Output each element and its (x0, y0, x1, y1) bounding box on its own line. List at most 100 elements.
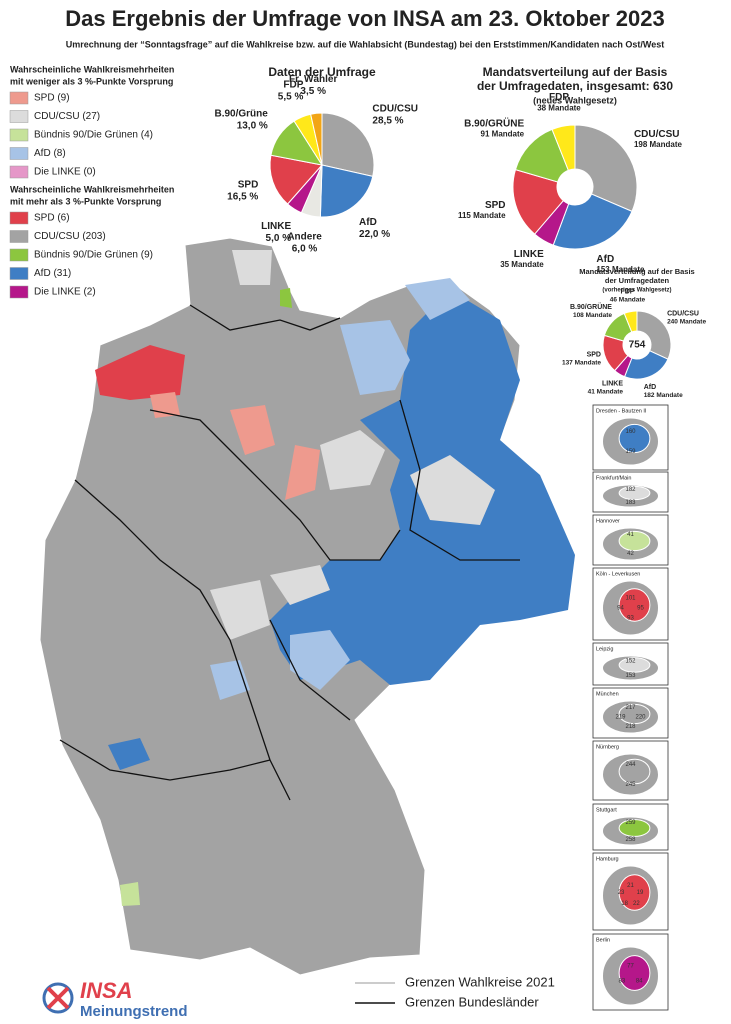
slice-category: AfD (359, 217, 377, 228)
title: Das Ergebnis der Umfrage von INSA am 23.… (65, 6, 665, 31)
slice (623, 310, 638, 333)
legend-heading: Wahrscheinliche Wahlkreismehrheiten (10, 64, 174, 74)
inset-label: 18 (621, 901, 628, 907)
inset-label: 41 (627, 532, 634, 538)
inset-label: 94 (617, 606, 624, 612)
map-legend-label: Grenzen Bundesländer (405, 994, 539, 1009)
slice-value: 38 Mandate (537, 103, 581, 112)
slice-category: FDP (549, 92, 569, 103)
slice-category: SPD (238, 180, 259, 191)
legend-label: AfD (31) (34, 268, 71, 279)
slice-value: 28,5 % (372, 116, 403, 127)
chart-title: Daten der Umfrage (268, 65, 376, 79)
slice (512, 168, 564, 235)
green-sylt (280, 288, 292, 308)
inset-name: Hannover (596, 518, 620, 524)
inset-district (618, 758, 651, 785)
inset-label: 244 (625, 762, 636, 768)
inset-label: 220 (635, 715, 646, 721)
inset-name: Hamburg (596, 856, 619, 862)
inset-label: 19 (637, 890, 644, 896)
inset-district (618, 955, 651, 991)
slice-category: FDP (283, 80, 303, 91)
spd-light-1 (230, 405, 275, 455)
slice-category: SPD (485, 200, 506, 211)
legend-label: CDU/CSU (27) (34, 111, 100, 122)
legend-label: SPD (6) (34, 213, 70, 224)
slice (552, 193, 633, 250)
inset-label: 93 (627, 616, 634, 622)
slice-category: LINKE (602, 380, 623, 387)
slice-category: B.90/GRÜNE (464, 116, 524, 129)
inset-district (618, 423, 651, 454)
state-border (269, 619, 351, 721)
logo-tagline: Meinungstrend (80, 1003, 188, 1020)
cdu-light-hesse (270, 565, 330, 605)
legend-label: Bündnis 90/Die Grünen (4) (34, 130, 153, 141)
inset-label: 258 (625, 837, 636, 843)
inset-name: Berlin (596, 937, 610, 943)
cdu-light-north (232, 250, 272, 285)
legend-label: AfD (8) (34, 148, 66, 159)
state-border (59, 739, 271, 781)
chart-title: der Umfragedaten (605, 276, 670, 285)
inset-label: 77 (627, 964, 634, 970)
chart-title: Mandatsverteilung auf der Basis (579, 267, 694, 276)
slice-category: CDU/CSU (372, 104, 418, 115)
legend-swatch (9, 285, 29, 299)
map-legend-label: Grenzen Wahlkreise 2021 (405, 974, 555, 989)
spd-light-3 (150, 392, 180, 418)
afd-light-north (340, 320, 410, 395)
slice (321, 112, 375, 177)
legend-swatch (9, 128, 29, 142)
legend-swatch (9, 147, 29, 160)
inset-district (618, 485, 651, 501)
inset-label: 160 (625, 429, 636, 435)
inset-name: Leipzig (596, 646, 613, 652)
slice-category: SPD (587, 352, 601, 359)
inset-label: 153 (625, 673, 636, 679)
slice-category: AfD (644, 384, 656, 391)
inset-district (618, 819, 651, 837)
slice-value: 13,0 % (237, 121, 268, 132)
inset-label: 245 (625, 782, 636, 788)
slice-value: 41 Mandate (588, 388, 624, 395)
inset-name: Frankfurt/Main (596, 475, 631, 481)
slice-category: AfD (596, 254, 614, 265)
chart-subtitle: (neues Wahlgesetz) (533, 95, 617, 105)
slice-value: 115 Mandate (458, 211, 506, 220)
slice-value: 6,0 % (292, 244, 318, 255)
inset-name: Stuttgart (596, 807, 617, 813)
inset-label: 152 (625, 658, 636, 664)
legend-swatch (9, 248, 29, 262)
logo-cross (46, 986, 70, 1010)
inset-name: Köln - Leverkusen (596, 571, 640, 577)
inset-label: 42 (627, 551, 634, 557)
inset-district (618, 530, 651, 552)
slice-value: 182 Mandate (644, 392, 683, 399)
slice-category: LINKE (261, 221, 291, 232)
slice (310, 112, 323, 166)
legend-label: Die LINKE (2) (34, 287, 96, 298)
slice (636, 310, 672, 360)
map (39, 237, 576, 976)
slice (269, 154, 323, 205)
legend-heading: Wahrscheinliche Wahlkreismehrheiten (10, 184, 174, 194)
state-border (189, 304, 341, 331)
logo: INSA Meinungstrend (42, 978, 188, 1020)
inset-label: 23 (618, 890, 625, 896)
chart-subtitle: (vorheriges Wahlgesetz) (602, 288, 671, 294)
slice-value: 91 Mandate (481, 130, 525, 139)
spd-eastfrisia (95, 345, 185, 400)
legend-label: CDU/CSU (203) (34, 231, 106, 242)
logo-ring (42, 982, 74, 1014)
inset-name: München (596, 691, 619, 697)
legend-swatch (9, 165, 29, 179)
legend-label: Die LINKE (0) (34, 167, 96, 178)
inset-label: 159 (625, 449, 636, 455)
inset-label: 219 (615, 715, 626, 721)
slice (574, 124, 638, 213)
inset-label: 182 (625, 487, 636, 493)
slice-category: B.90/GRÜNE (570, 302, 612, 311)
